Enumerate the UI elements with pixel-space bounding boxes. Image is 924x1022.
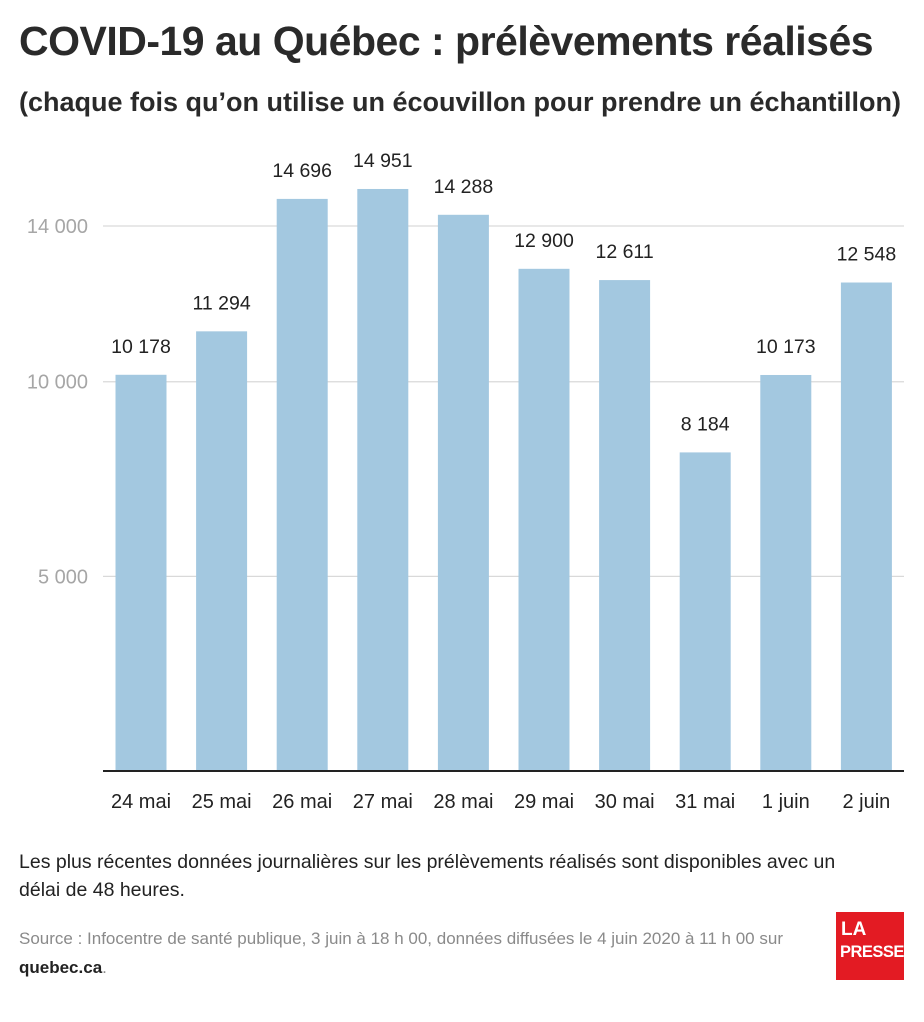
- bar: [679, 452, 731, 771]
- source-end: .: [102, 958, 107, 977]
- bar: [840, 282, 892, 771]
- y-tick-label: 5 000: [38, 566, 88, 588]
- value-label: 14 288: [434, 176, 494, 198]
- y-tick-label: 14 000: [27, 216, 88, 238]
- bar: [760, 374, 812, 771]
- logo-line-2: PRESSE: [840, 943, 904, 961]
- value-label: 10 178: [111, 336, 171, 358]
- y-tick-label: 10 000: [27, 372, 88, 394]
- bar: [357, 188, 409, 771]
- la-presse-logo: LA PRESSE: [836, 912, 904, 980]
- value-label: 14 696: [272, 160, 332, 182]
- value-label: 12 611: [595, 241, 653, 263]
- x-tick-label: 26 mai: [272, 791, 332, 813]
- chart-title: COVID-19 au Québec : prélèvements réalis…: [19, 18, 874, 64]
- chart-subtitle: (chaque fois qu’on utilise un écouvillon…: [19, 87, 902, 117]
- bar: [437, 214, 489, 771]
- value-label: 14 951: [353, 150, 413, 172]
- x-tick-label: 25 mai: [192, 791, 252, 813]
- bar: [196, 331, 248, 771]
- value-label: 12 900: [514, 230, 574, 252]
- value-label: 11 294: [192, 292, 250, 314]
- x-tick-label: 2 juin: [842, 791, 890, 813]
- bar: [518, 268, 570, 771]
- x-tick-label: 24 mai: [111, 791, 171, 813]
- x-tick-label: 27 mai: [353, 791, 413, 813]
- bar: [115, 374, 167, 771]
- footnote: Les plus récentes données journalières s…: [19, 851, 836, 901]
- x-tick-label: 31 mai: [675, 791, 735, 813]
- value-label: 12 548: [837, 244, 897, 266]
- source-link[interactable]: quebec.ca: [19, 958, 103, 977]
- value-label: 8 184: [681, 413, 730, 435]
- x-tick-label: 29 mai: [514, 791, 574, 813]
- value-labels: 10 178 11 294 14 696 14 951 14 288 12 900 12 6…: [111, 150, 896, 435]
- source-label: Source : Infocentre de santé publique, 3…: [19, 929, 783, 948]
- bar: [276, 198, 328, 772]
- bars: [115, 188, 892, 772]
- bar: [599, 280, 651, 771]
- source-text: Source : Infocentre de santé publique, 3…: [19, 924, 829, 982]
- x-tick-label: 30 mai: [595, 791, 655, 813]
- axes: 5 000 10 000 14 000 24 mai 25 mai 26 mai 27 ma…: [27, 216, 904, 813]
- x-tick-label: 28 mai: [433, 791, 493, 813]
- value-label: 10 173: [756, 336, 816, 358]
- x-tick-label: 1 juin: [762, 791, 810, 813]
- bar-chart: 10 178 11 294 14 696 14 951 14 288 12 900 12 6…: [27, 150, 904, 813]
- logo-line-1: LA: [841, 919, 867, 940]
